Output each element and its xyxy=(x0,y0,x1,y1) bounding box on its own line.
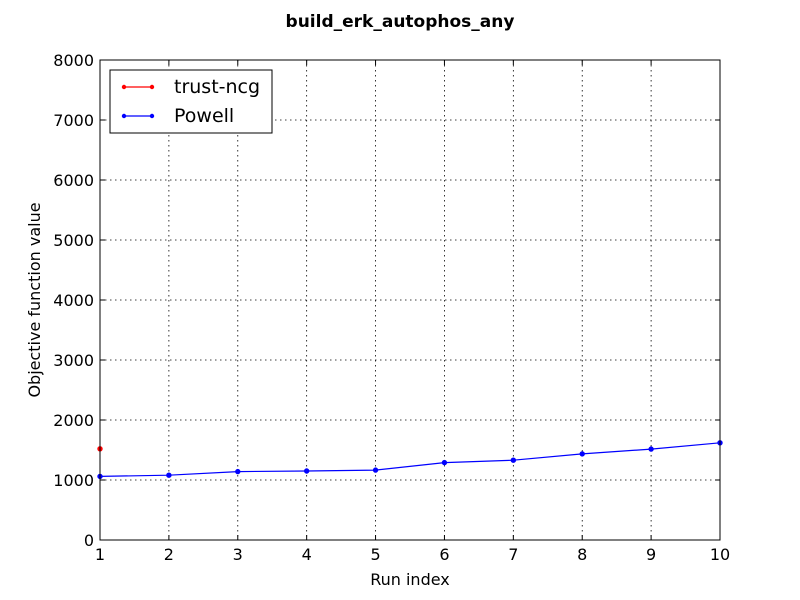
y-tick-label: 3000 xyxy=(53,351,94,370)
legend-item: Powell xyxy=(121,105,234,127)
x-tick-label: 8 xyxy=(577,545,587,564)
y-tick-label: 6000 xyxy=(53,171,94,190)
chart-title: build_erk_autophos_any xyxy=(286,12,515,32)
axis-ticks: 1 2 3 4 5 6 7 8 9 10 0 1000 2000 3000 4000 5000 6000 7000… xyxy=(53,51,730,564)
data-point xyxy=(372,467,379,473)
x-axis-label: Run index xyxy=(370,570,450,589)
x-tick-label: 5 xyxy=(370,545,380,564)
series-line xyxy=(99,442,721,477)
data-point xyxy=(166,472,172,478)
legend-label: trust-ncg xyxy=(174,76,260,98)
legend-marker xyxy=(149,113,155,119)
x-tick-label: 1 xyxy=(95,545,105,564)
y-tick-label: 7000 xyxy=(53,111,94,130)
data-point xyxy=(648,446,654,452)
y-tick-label: 0 xyxy=(84,531,94,550)
legend-label: Powell xyxy=(174,105,234,127)
x-tick-label: 4 xyxy=(302,545,312,564)
x-tick-label: 10 xyxy=(710,545,730,564)
x-tick-label: 2 xyxy=(164,545,174,564)
legend-items: trust-ncg Powell xyxy=(121,76,260,127)
data-point xyxy=(579,451,585,457)
legend-item: trust-ncg xyxy=(121,76,260,98)
x-tick-label: 3 xyxy=(233,545,243,564)
data-point xyxy=(441,459,448,466)
legend-marker xyxy=(121,84,127,90)
y-tick-label: 4000 xyxy=(53,291,94,310)
legend-marker xyxy=(121,113,127,119)
data-point xyxy=(510,457,517,463)
y-tick-label: 2000 xyxy=(53,411,94,430)
x-tick-label: 6 xyxy=(439,545,449,564)
y-tick-label: 1000 xyxy=(53,471,94,490)
series-powell xyxy=(97,440,723,480)
data-point xyxy=(303,468,310,474)
legend-marker xyxy=(149,84,155,90)
series-layer xyxy=(97,440,723,480)
x-tick-label: 7 xyxy=(508,545,518,564)
y-tick-label: 8000 xyxy=(53,51,94,70)
data-point xyxy=(235,468,241,475)
y-tick-label: 5000 xyxy=(53,231,94,250)
legend: trust-ncg Powell xyxy=(109,69,273,134)
y-axis-label: Objective function value xyxy=(25,202,44,397)
x-tick-label: 9 xyxy=(646,545,656,564)
legend-box xyxy=(109,69,273,134)
